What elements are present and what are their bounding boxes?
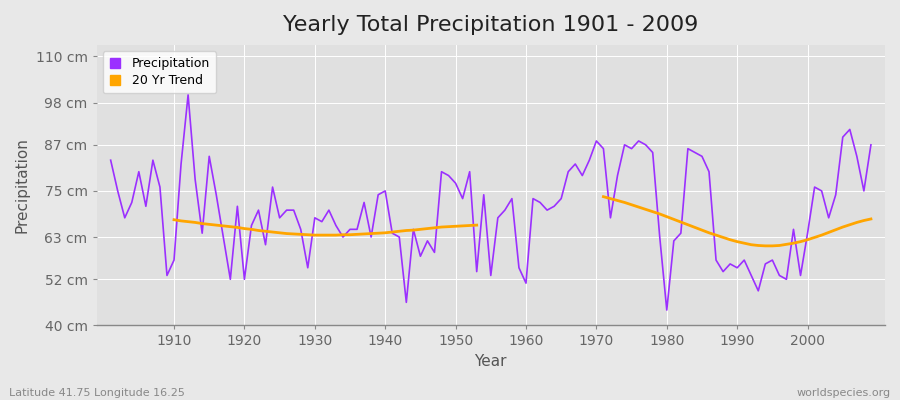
20 Yr Trend xyxy=(168,217,179,222)
20 Yr Trend xyxy=(359,232,370,236)
Line: Precipitation: Precipitation xyxy=(111,95,871,310)
20 Yr Trend xyxy=(218,224,229,228)
20 Yr Trend xyxy=(365,231,376,236)
20 Yr Trend xyxy=(323,233,334,238)
20 Yr Trend xyxy=(267,230,278,234)
20 Yr Trend xyxy=(408,228,418,232)
20 Yr Trend xyxy=(472,223,482,228)
20 Yr Trend xyxy=(380,230,391,235)
20 Yr Trend xyxy=(295,232,306,237)
20 Yr Trend xyxy=(345,232,356,237)
20 Yr Trend xyxy=(203,222,214,227)
20 Yr Trend xyxy=(197,221,208,226)
20 Yr Trend xyxy=(330,233,341,238)
20 Yr Trend xyxy=(429,226,440,230)
Text: Latitude 41.75 Longitude 16.25: Latitude 41.75 Longitude 16.25 xyxy=(9,388,184,398)
X-axis label: Year: Year xyxy=(474,354,507,369)
Precipitation xyxy=(612,173,623,178)
Line: 20 Yr Trend: 20 Yr Trend xyxy=(174,220,477,235)
20 Yr Trend xyxy=(443,224,454,229)
20 Yr Trend xyxy=(387,230,398,234)
20 Yr Trend xyxy=(415,227,426,232)
Precipitation xyxy=(365,235,376,240)
20 Yr Trend xyxy=(352,232,363,237)
20 Yr Trend xyxy=(338,232,348,237)
Title: Yearly Total Precipitation 1901 - 2009: Yearly Total Precipitation 1901 - 2009 xyxy=(284,15,698,35)
20 Yr Trend xyxy=(317,233,328,238)
20 Yr Trend xyxy=(225,224,236,229)
20 Yr Trend xyxy=(260,229,271,234)
Precipitation xyxy=(323,208,334,212)
20 Yr Trend xyxy=(400,228,411,233)
20 Yr Trend xyxy=(310,233,320,238)
Precipitation xyxy=(520,281,531,286)
20 Yr Trend xyxy=(373,231,383,236)
Precipitation xyxy=(662,308,672,312)
20 Yr Trend xyxy=(281,231,292,236)
20 Yr Trend xyxy=(253,228,264,233)
20 Yr Trend xyxy=(394,229,405,234)
20 Yr Trend xyxy=(239,226,250,231)
20 Yr Trend xyxy=(183,219,194,224)
Text: worldspecies.org: worldspecies.org xyxy=(796,388,891,398)
20 Yr Trend xyxy=(302,232,313,237)
20 Yr Trend xyxy=(436,225,447,230)
Precipitation xyxy=(866,142,877,147)
20 Yr Trend xyxy=(190,220,201,225)
Precipitation xyxy=(183,92,194,97)
20 Yr Trend xyxy=(211,223,221,228)
20 Yr Trend xyxy=(176,218,186,223)
20 Yr Trend xyxy=(246,227,256,232)
20 Yr Trend xyxy=(464,223,475,228)
20 Yr Trend xyxy=(457,224,468,228)
20 Yr Trend xyxy=(288,232,299,236)
20 Yr Trend xyxy=(450,224,461,229)
20 Yr Trend xyxy=(422,226,433,231)
Precipitation xyxy=(527,196,538,201)
20 Yr Trend xyxy=(232,225,243,230)
20 Yr Trend xyxy=(274,230,285,235)
Precipitation xyxy=(105,158,116,162)
Precipitation xyxy=(162,273,173,278)
Legend: Precipitation, 20 Yr Trend: Precipitation, 20 Yr Trend xyxy=(103,51,216,93)
Y-axis label: Precipitation: Precipitation xyxy=(15,137,30,233)
